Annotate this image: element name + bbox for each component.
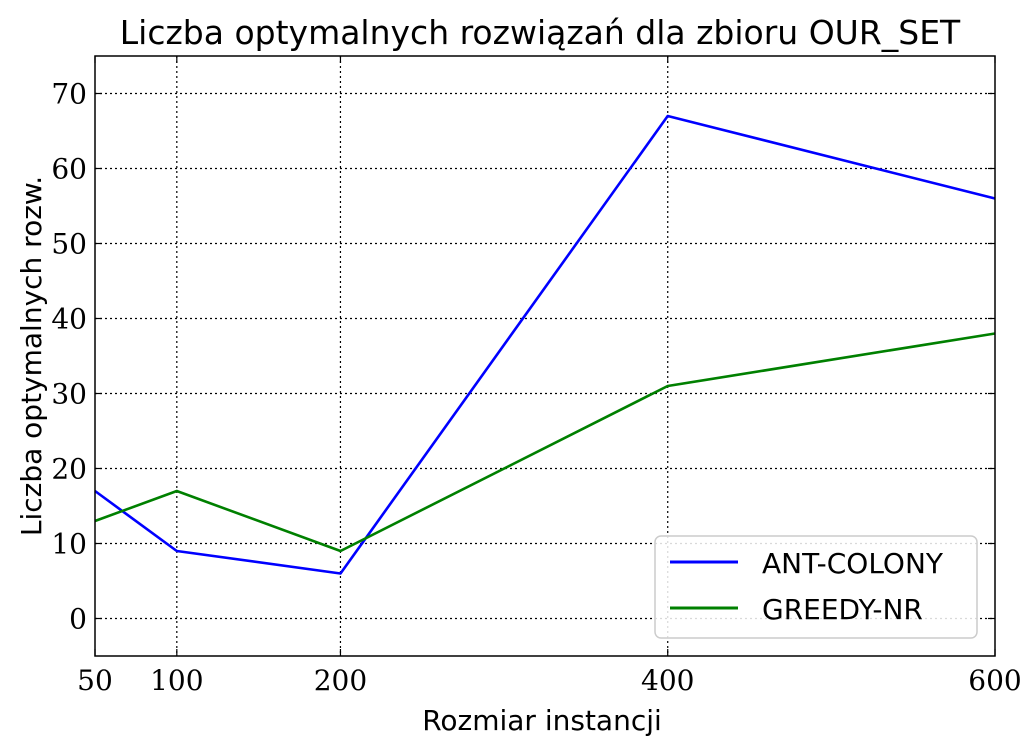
series-line-greedy-nr <box>94 332 996 553</box>
tick-layer: 50 100 200 400 600 0 10 20 30 40 50 60 70 <box>51 56 1022 697</box>
y-tick-label-10: 10 <box>51 528 87 561</box>
legend-label-greedy-nr: GREEDY-NR <box>762 593 923 626</box>
series-line-ant-colony <box>94 114 996 575</box>
y-tick-label-60: 60 <box>51 153 87 186</box>
legend-label-ant-colony: ANT-COLONY <box>762 547 944 580</box>
plot-frame <box>94 55 996 657</box>
y-tick-label-20: 20 <box>51 453 87 486</box>
y-tick-label-70: 70 <box>51 78 87 111</box>
y-tick-label-0: 0 <box>69 603 87 636</box>
x-tick-label-100: 100 <box>150 664 203 697</box>
x-tick-label-200: 200 <box>314 664 367 697</box>
y-tick-label-50: 50 <box>51 228 87 261</box>
x-axis-label: Rozmiar instancji <box>422 704 662 737</box>
y-tick-label-30: 30 <box>51 378 87 411</box>
x-tick-label-600: 600 <box>968 664 1021 697</box>
x-tick-label-400: 400 <box>641 664 694 697</box>
y-axis-label: Liczba optymalnych rozw. <box>15 176 48 536</box>
y-tick-label-40: 40 <box>51 303 87 336</box>
x-tick-label-50: 50 <box>77 664 113 697</box>
series-layer <box>94 114 996 575</box>
grid-layer <box>95 56 995 656</box>
chart-title: Liczba optymalnych rozwiązań dla zbioru … <box>120 13 961 52</box>
legend: ANT-COLONY GREEDY-NR <box>654 535 978 639</box>
